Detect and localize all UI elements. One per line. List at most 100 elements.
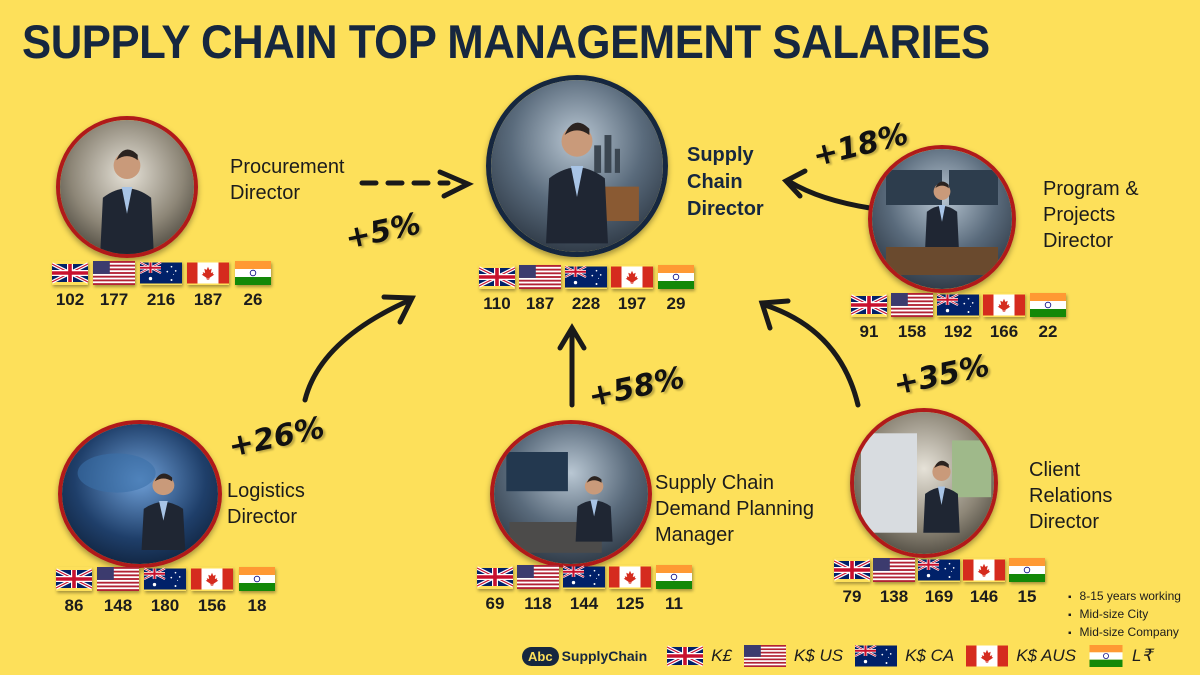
salary-au: 216 bbox=[146, 290, 176, 309]
au-flag-icon bbox=[563, 565, 605, 589]
ca-flag-icon bbox=[191, 567, 233, 591]
salary-uk: 69 bbox=[485, 594, 505, 613]
in-flag-icon bbox=[1009, 558, 1045, 582]
client-relations-director-salaries: 79 138 169 146 15 bbox=[833, 558, 1047, 607]
ca-flag-icon bbox=[187, 261, 229, 285]
client-relations-director-photo bbox=[850, 408, 998, 558]
salary-us: 158 bbox=[897, 322, 927, 341]
uk-flag-icon bbox=[851, 293, 887, 317]
logistics-director-photo bbox=[58, 420, 222, 568]
legend-item-ca: K$ AUS bbox=[966, 645, 1076, 667]
program-projects-director-label: Program & Projects Director bbox=[1043, 178, 1139, 252]
procurement-salaries: 102 177 216 187 26 bbox=[51, 261, 273, 310]
salary-us: 187 bbox=[525, 294, 555, 313]
procurement-increase: +5% bbox=[342, 206, 424, 257]
uk-flag-icon bbox=[52, 261, 88, 285]
legend-item-us: K$ US bbox=[744, 645, 843, 667]
ca-flag-icon bbox=[983, 293, 1025, 317]
assumptions-notes: 8-15 years working Mid-size City Mid-siz… bbox=[1068, 588, 1181, 642]
legend-item-au: K$ CA bbox=[855, 645, 954, 667]
brand-logo: Abc SupplyChain bbox=[522, 646, 648, 666]
salary-uk: 79 bbox=[842, 587, 862, 606]
salary-us: 118 bbox=[524, 594, 552, 613]
in-flag-icon bbox=[656, 565, 692, 589]
salary-in: 29 bbox=[666, 294, 686, 313]
salary-ca: 187 bbox=[193, 290, 223, 309]
logistics-director-label: Logistics Director bbox=[227, 480, 305, 528]
salary-in: 26 bbox=[243, 290, 263, 309]
us-flag-icon bbox=[744, 645, 786, 667]
note-item: Mid-size City bbox=[1068, 606, 1181, 624]
salary-au: 180 bbox=[150, 596, 180, 615]
ca-flag-icon bbox=[611, 265, 653, 289]
demand-planning-manager-salaries: 69 118 144 125 11 bbox=[476, 565, 694, 614]
uk-flag-icon bbox=[834, 558, 870, 582]
supply-chain-director-salaries: 110 187 228 197 29 bbox=[478, 265, 696, 314]
au-flag-icon bbox=[140, 261, 182, 285]
in-flag-icon bbox=[1030, 293, 1066, 317]
brand-badge: Abc bbox=[522, 646, 559, 666]
salary-uk: 102 bbox=[55, 290, 85, 309]
salary-in: 22 bbox=[1038, 322, 1058, 341]
salary-in: 11 bbox=[665, 594, 683, 613]
au-flag-icon bbox=[918, 558, 960, 582]
salary-ca: 146 bbox=[969, 587, 999, 606]
au-flag-icon bbox=[565, 265, 607, 289]
us-flag-icon bbox=[873, 558, 915, 582]
note-item: Mid-size Company bbox=[1068, 624, 1181, 642]
note-item: 8-15 years working bbox=[1068, 588, 1181, 606]
uk-flag-icon bbox=[667, 645, 703, 667]
salary-us: 138 bbox=[879, 587, 909, 606]
salary-us: 148 bbox=[103, 596, 133, 615]
salary-us: 177 bbox=[99, 290, 129, 309]
ca-flag-icon bbox=[963, 558, 1005, 582]
salary-au: 228 bbox=[571, 294, 601, 313]
salary-in: 18 bbox=[247, 596, 267, 615]
us-flag-icon bbox=[891, 293, 933, 317]
salary-ca: 156 bbox=[197, 596, 227, 615]
uk-flag-icon bbox=[56, 567, 92, 591]
page-title: SUPPLY CHAIN TOP MANAGEMENT SALARIES bbox=[22, 15, 990, 68]
us-flag-icon bbox=[519, 265, 561, 289]
ca-flag-icon bbox=[966, 645, 1008, 667]
brand-name: SupplyChain bbox=[561, 648, 648, 664]
salary-ca: 166 bbox=[989, 322, 1019, 341]
legend-item-in: L₹ bbox=[1088, 645, 1152, 667]
program-projects-director-photo bbox=[868, 145, 1016, 293]
au-flag-icon bbox=[855, 645, 897, 667]
au-flag-icon bbox=[144, 567, 186, 591]
us-flag-icon bbox=[517, 565, 559, 589]
us-flag-icon bbox=[93, 261, 135, 285]
client-relations-increase: +35% bbox=[890, 348, 993, 403]
legend-item-uk: K£ bbox=[667, 645, 732, 667]
salary-uk: 110 bbox=[483, 294, 511, 313]
ca-flag-icon bbox=[609, 565, 651, 589]
salary-au: 192 bbox=[943, 322, 973, 341]
us-flag-icon bbox=[97, 567, 139, 591]
au-flag-icon bbox=[937, 293, 979, 317]
demand-planning-manager-photo bbox=[490, 420, 652, 568]
procurement-director-photo bbox=[56, 116, 198, 258]
logistics-increase: +26% bbox=[225, 410, 328, 465]
salary-ca: 125 bbox=[615, 594, 645, 613]
in-flag-icon bbox=[235, 261, 271, 285]
salary-au: 169 bbox=[924, 587, 954, 606]
uk-flag-icon bbox=[477, 565, 513, 589]
salary-uk: 91 bbox=[859, 322, 879, 341]
currency-legend: Abc SupplyChain K£ K$ US K$ CA K$ AUS L₹ bbox=[522, 645, 1164, 667]
client-relations-director-label: Client Relations Director bbox=[1029, 459, 1113, 533]
salary-au: 144 bbox=[569, 594, 599, 613]
procurement-director-label: Procurement Director bbox=[230, 156, 345, 204]
in-flag-icon bbox=[658, 265, 694, 289]
in-flag-icon bbox=[239, 567, 275, 591]
salary-in: 15 bbox=[1017, 587, 1037, 606]
supply-chain-director-label: Supply Chain Director bbox=[687, 144, 764, 220]
salary-ca: 197 bbox=[617, 294, 647, 313]
supply-chain-director-photo bbox=[486, 75, 668, 257]
logistics-director-salaries: 86 148 180 156 18 bbox=[55, 567, 277, 616]
uk-flag-icon bbox=[479, 265, 515, 289]
demand-planning-manager-label: Supply Chain Demand Planning Manager bbox=[655, 472, 814, 546]
salary-uk: 86 bbox=[64, 596, 84, 615]
demand-planning-increase: +58% bbox=[585, 360, 688, 415]
in-flag-icon bbox=[1088, 645, 1124, 667]
